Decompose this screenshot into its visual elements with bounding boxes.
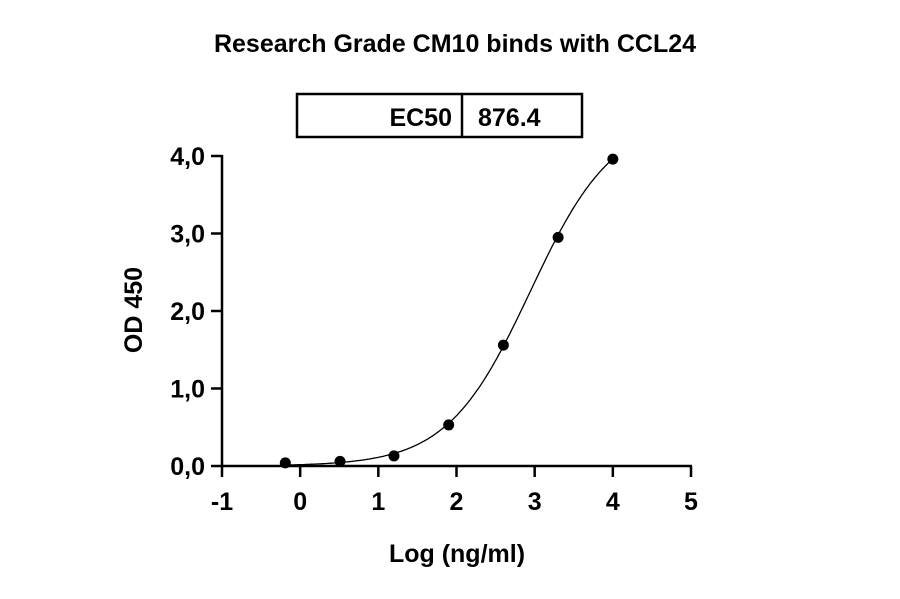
x-tick-label: -1 xyxy=(211,488,233,516)
y-tick-label: 3,0 xyxy=(170,221,205,249)
y-tick-label: 2,0 xyxy=(170,298,205,326)
x-tick-label: 4 xyxy=(606,488,620,516)
y-tick-label: 1,0 xyxy=(170,376,205,404)
y-tick-label: 4,0 xyxy=(170,143,205,171)
data-point xyxy=(497,339,509,351)
chart-title: Research Grade CM10 binds with CCL24 xyxy=(214,30,696,58)
y-tick-label: 0,0 xyxy=(170,453,205,481)
data-point xyxy=(443,419,455,431)
data-point xyxy=(552,231,564,243)
ec50-table-border xyxy=(295,92,584,139)
data-point xyxy=(279,457,291,469)
ec50-value: 876.4 xyxy=(478,104,541,132)
x-tick-label: 1 xyxy=(371,488,385,516)
x-axis-label: Log (ng/ml) xyxy=(389,540,525,568)
y-axis-label: OD 450 xyxy=(120,267,148,353)
ec50-table: EC50 876.4 xyxy=(295,92,584,139)
data-point xyxy=(388,450,400,462)
fit-curve xyxy=(285,158,614,466)
x-tick-label: 5 xyxy=(684,488,698,516)
data-point xyxy=(334,455,346,467)
data-point xyxy=(607,153,619,165)
ec50-label: EC50 xyxy=(389,104,452,132)
x-tick-label: 0 xyxy=(293,488,307,516)
x-tick-label: 3 xyxy=(528,488,542,516)
x-tick-label: 2 xyxy=(450,488,464,516)
